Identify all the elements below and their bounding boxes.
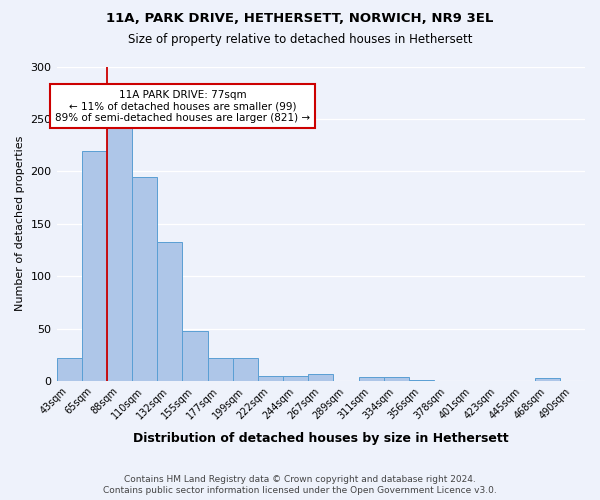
Text: 11A PARK DRIVE: 77sqm
← 11% of detached houses are smaller (99)
89% of semi-deta: 11A PARK DRIVE: 77sqm ← 11% of detached …	[55, 90, 310, 123]
Bar	[359, 377, 383, 381]
Bar	[383, 377, 409, 381]
Bar	[56, 358, 82, 381]
Bar	[157, 242, 182, 381]
Text: Contains HM Land Registry data © Crown copyright and database right 2024.: Contains HM Land Registry data © Crown c…	[124, 475, 476, 484]
Bar	[132, 176, 157, 381]
Y-axis label: Number of detached properties: Number of detached properties	[15, 136, 25, 312]
Bar	[233, 358, 258, 381]
Text: Size of property relative to detached houses in Hethersett: Size of property relative to detached ho…	[128, 32, 472, 46]
Bar	[283, 376, 308, 381]
Bar	[182, 330, 208, 381]
Bar	[208, 358, 233, 381]
Text: 11A, PARK DRIVE, HETHERSETT, NORWICH, NR9 3EL: 11A, PARK DRIVE, HETHERSETT, NORWICH, NR…	[106, 12, 494, 26]
Bar	[308, 374, 334, 381]
X-axis label: Distribution of detached houses by size in Hethersett: Distribution of detached houses by size …	[133, 432, 509, 445]
Bar	[107, 125, 132, 381]
Bar	[535, 378, 560, 381]
Bar	[409, 380, 434, 381]
Text: Contains public sector information licensed under the Open Government Licence v3: Contains public sector information licen…	[103, 486, 497, 495]
Bar	[258, 376, 283, 381]
Bar	[82, 152, 107, 381]
